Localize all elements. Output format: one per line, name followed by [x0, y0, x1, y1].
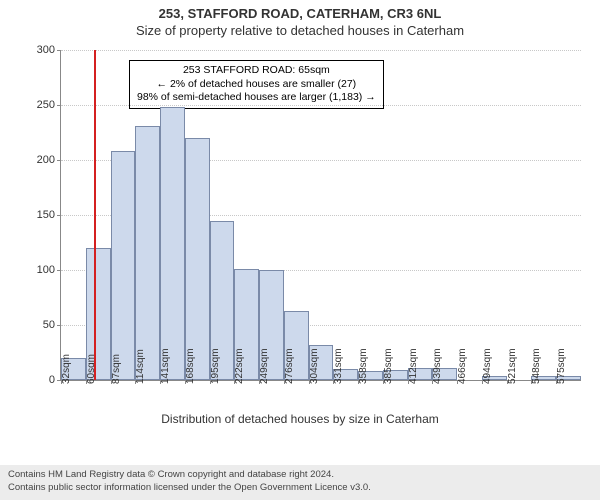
page-subtitle: Size of property relative to detached ho…	[0, 21, 600, 38]
page-title: 253, STAFFORD ROAD, CATERHAM, CR3 6NL	[0, 0, 600, 21]
y-tick-label: 300	[5, 44, 55, 56]
x-tick-label: 575sqm	[556, 348, 567, 384]
y-tick-label: 250	[5, 99, 55, 111]
x-tick-label: 304sqm	[309, 348, 320, 384]
histogram-plot: 253 STAFFORD ROAD: 65sqm ← 2% of detache…	[60, 50, 581, 381]
footer-line-1: Contains HM Land Registry data © Crown c…	[8, 469, 592, 481]
gridline	[61, 105, 581, 106]
y-tick-label: 0	[5, 374, 55, 386]
x-tick-label: 521sqm	[507, 348, 518, 384]
histogram-bar	[185, 138, 210, 380]
footer-line-2: Contains public sector information licen…	[8, 482, 592, 494]
y-tick-label: 150	[5, 209, 55, 221]
y-tick-label: 50	[5, 319, 55, 331]
histogram-bar	[111, 151, 136, 380]
chart-container: Number of detached properties 253 STAFFO…	[0, 40, 600, 430]
x-tick-label: 195sqm	[210, 348, 221, 384]
x-tick-label: 222sqm	[234, 348, 245, 384]
y-tick-label: 100	[5, 264, 55, 276]
y-tick	[57, 215, 61, 216]
x-tick-label: 249sqm	[259, 348, 270, 384]
y-tick-label: 200	[5, 154, 55, 166]
histogram-bar	[160, 107, 185, 380]
x-tick-label: 385sqm	[383, 348, 394, 384]
y-tick	[57, 270, 61, 271]
annotation-line-2: ← 2% of detached houses are smaller (27)	[137, 78, 376, 92]
reference-marker	[94, 50, 96, 380]
x-tick-label: 439sqm	[432, 348, 443, 384]
y-tick	[57, 105, 61, 106]
y-tick	[57, 160, 61, 161]
x-tick-label: 548sqm	[531, 348, 542, 384]
histogram-bar	[135, 126, 160, 380]
x-tick-label: 276sqm	[284, 348, 295, 384]
annotation-box: 253 STAFFORD ROAD: 65sqm ← 2% of detache…	[129, 60, 384, 109]
x-tick-label: 331sqm	[333, 348, 344, 384]
x-tick-label: 32sqm	[61, 354, 72, 384]
gridline	[61, 50, 581, 51]
y-tick	[57, 50, 61, 51]
y-tick	[57, 325, 61, 326]
footer: Contains HM Land Registry data © Crown c…	[0, 465, 600, 500]
x-tick-label: 358sqm	[358, 348, 369, 384]
x-tick-label: 87sqm	[111, 354, 122, 384]
annotation-line-1: 253 STAFFORD ROAD: 65sqm	[137, 64, 376, 78]
x-axis-title: Distribution of detached houses by size …	[0, 412, 600, 426]
x-tick-label: 494sqm	[482, 348, 493, 384]
x-tick-label: 466sqm	[457, 348, 468, 384]
x-tick-label: 168sqm	[185, 348, 196, 384]
x-tick-label: 412sqm	[408, 348, 419, 384]
annotation-line-3: 98% of semi-detached houses are larger (…	[137, 91, 376, 105]
x-tick-label: 114sqm	[135, 349, 146, 384]
x-tick-label: 141sqm	[160, 348, 171, 384]
